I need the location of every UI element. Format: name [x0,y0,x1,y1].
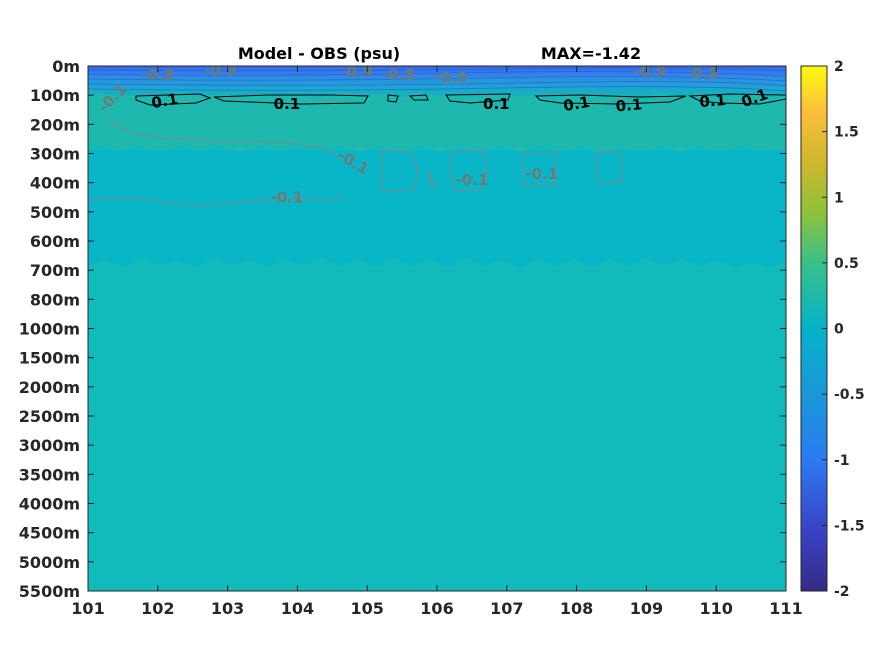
contour-label: -0.1 [455,171,488,189]
contour-label: 0.1 [274,95,301,113]
y-tick-label: 3000m [19,436,80,455]
y-tick-label: 600m [30,232,80,251]
negative-contours [88,117,623,207]
y-tick-label: 800m [30,290,80,309]
y-tick-label: 2000m [19,378,80,397]
x-tick-label: 104 [281,599,314,618]
y-tick-label: 3500m [19,465,80,484]
field-band-upper [88,95,786,152]
contour-label: -0.9 [633,63,666,81]
y-tick-label: 0m [52,57,80,76]
x-tick-label: 107 [490,599,523,618]
x-tick-label: 111 [769,599,802,618]
colorbar-tick-label: 1 [834,190,844,206]
chart-title: Model - OBS (psu) [238,44,400,63]
x-tick-label: 101 [71,599,104,618]
x-tick-label: 110 [699,599,732,618]
colorbar-tick-label: -2 [834,584,850,600]
y-tick-label: 200m [30,115,80,134]
y-tick-label: 5000m [19,553,80,572]
y-tick-label: 1000m [19,320,80,339]
plot-area: 0.1 0.1 0.1 0.1 0.1 0.1 0.1-0.1-0.1-0.1 -0.1-0.… [88,61,786,591]
y-tick-label: 4000m [19,495,80,514]
y-tick-label: 5500m [19,582,80,601]
contour-label: -0.9 [204,61,237,79]
x-tick-label: 105 [350,599,383,618]
contour-label: -0.8 [141,66,174,84]
y-tick-label: 500m [30,203,80,222]
colorbar-gradient [800,65,828,592]
colorbar-ticks: 2 1.5 1 0.5 0 -0.5 -1 -1.5 -2 [822,59,865,600]
field-band-intermediate [88,150,786,268]
colorbar-tick-label: 0.5 [834,256,859,272]
contour-label: -0.9 [340,63,373,81]
x-tick-label: 108 [560,599,593,618]
contour-label: -0.8 [686,64,719,82]
contour-label: -0.1 [525,165,558,183]
contour-label: 0.1 [150,90,179,112]
colorbar-tick-label: -0.5 [834,387,865,403]
x-tick-label: 106 [420,599,453,618]
x-tick-label: 103 [211,599,244,618]
contour-label: 0.1 [483,95,510,113]
y-axis: 0m 100m 200m 300m 400m 500m 600m 700m 800m 1000m 1… [19,57,786,601]
contour-label: -0.1 [271,188,304,206]
y-tick-label: 700m [30,261,80,280]
contour-label: 0.1 [615,95,643,115]
y-tick-label: 2500m [19,407,80,426]
chart-subtitle: MAX=-1.42 [541,44,641,63]
colorbar-tick-label: -1 [834,453,850,469]
contour-label: -0.8 [382,66,415,84]
colorbar-tick-label: 2 [834,59,844,75]
y-tick-label: 1500m [19,349,80,368]
y-tick-label: 100m [30,86,80,105]
y-tick-label: 300m [30,145,80,164]
colorbar-tick-label: 1.5 [834,125,859,141]
x-tick-label: 102 [141,599,174,618]
contour-label: 0.1 [562,93,591,115]
contour-labels: 0.1 0.1 0.1 0.1 0.1 0.1 0.1-0.1-0.1-0.1 -0.1-0.… [94,61,770,206]
contour-label: 0.1 [699,91,727,111]
x-tick-label: 109 [630,599,663,618]
y-tick-label: 400m [30,174,80,193]
x-axis: 101 102 103 104 105 106 107 108 109 110 111 [71,66,803,618]
positive-contours [135,93,786,106]
colorbar-tick-label: 0 [834,322,844,338]
colorbar-tick-label: -1.5 [834,518,865,534]
surface-contour-lines [88,67,786,92]
y-tick-label: 4500m [19,524,80,543]
contour-label: -0.8 [435,69,468,87]
colorbar: 2 1.5 1 0.5 0 -0.5 -1 -1.5 -2 [800,59,865,600]
